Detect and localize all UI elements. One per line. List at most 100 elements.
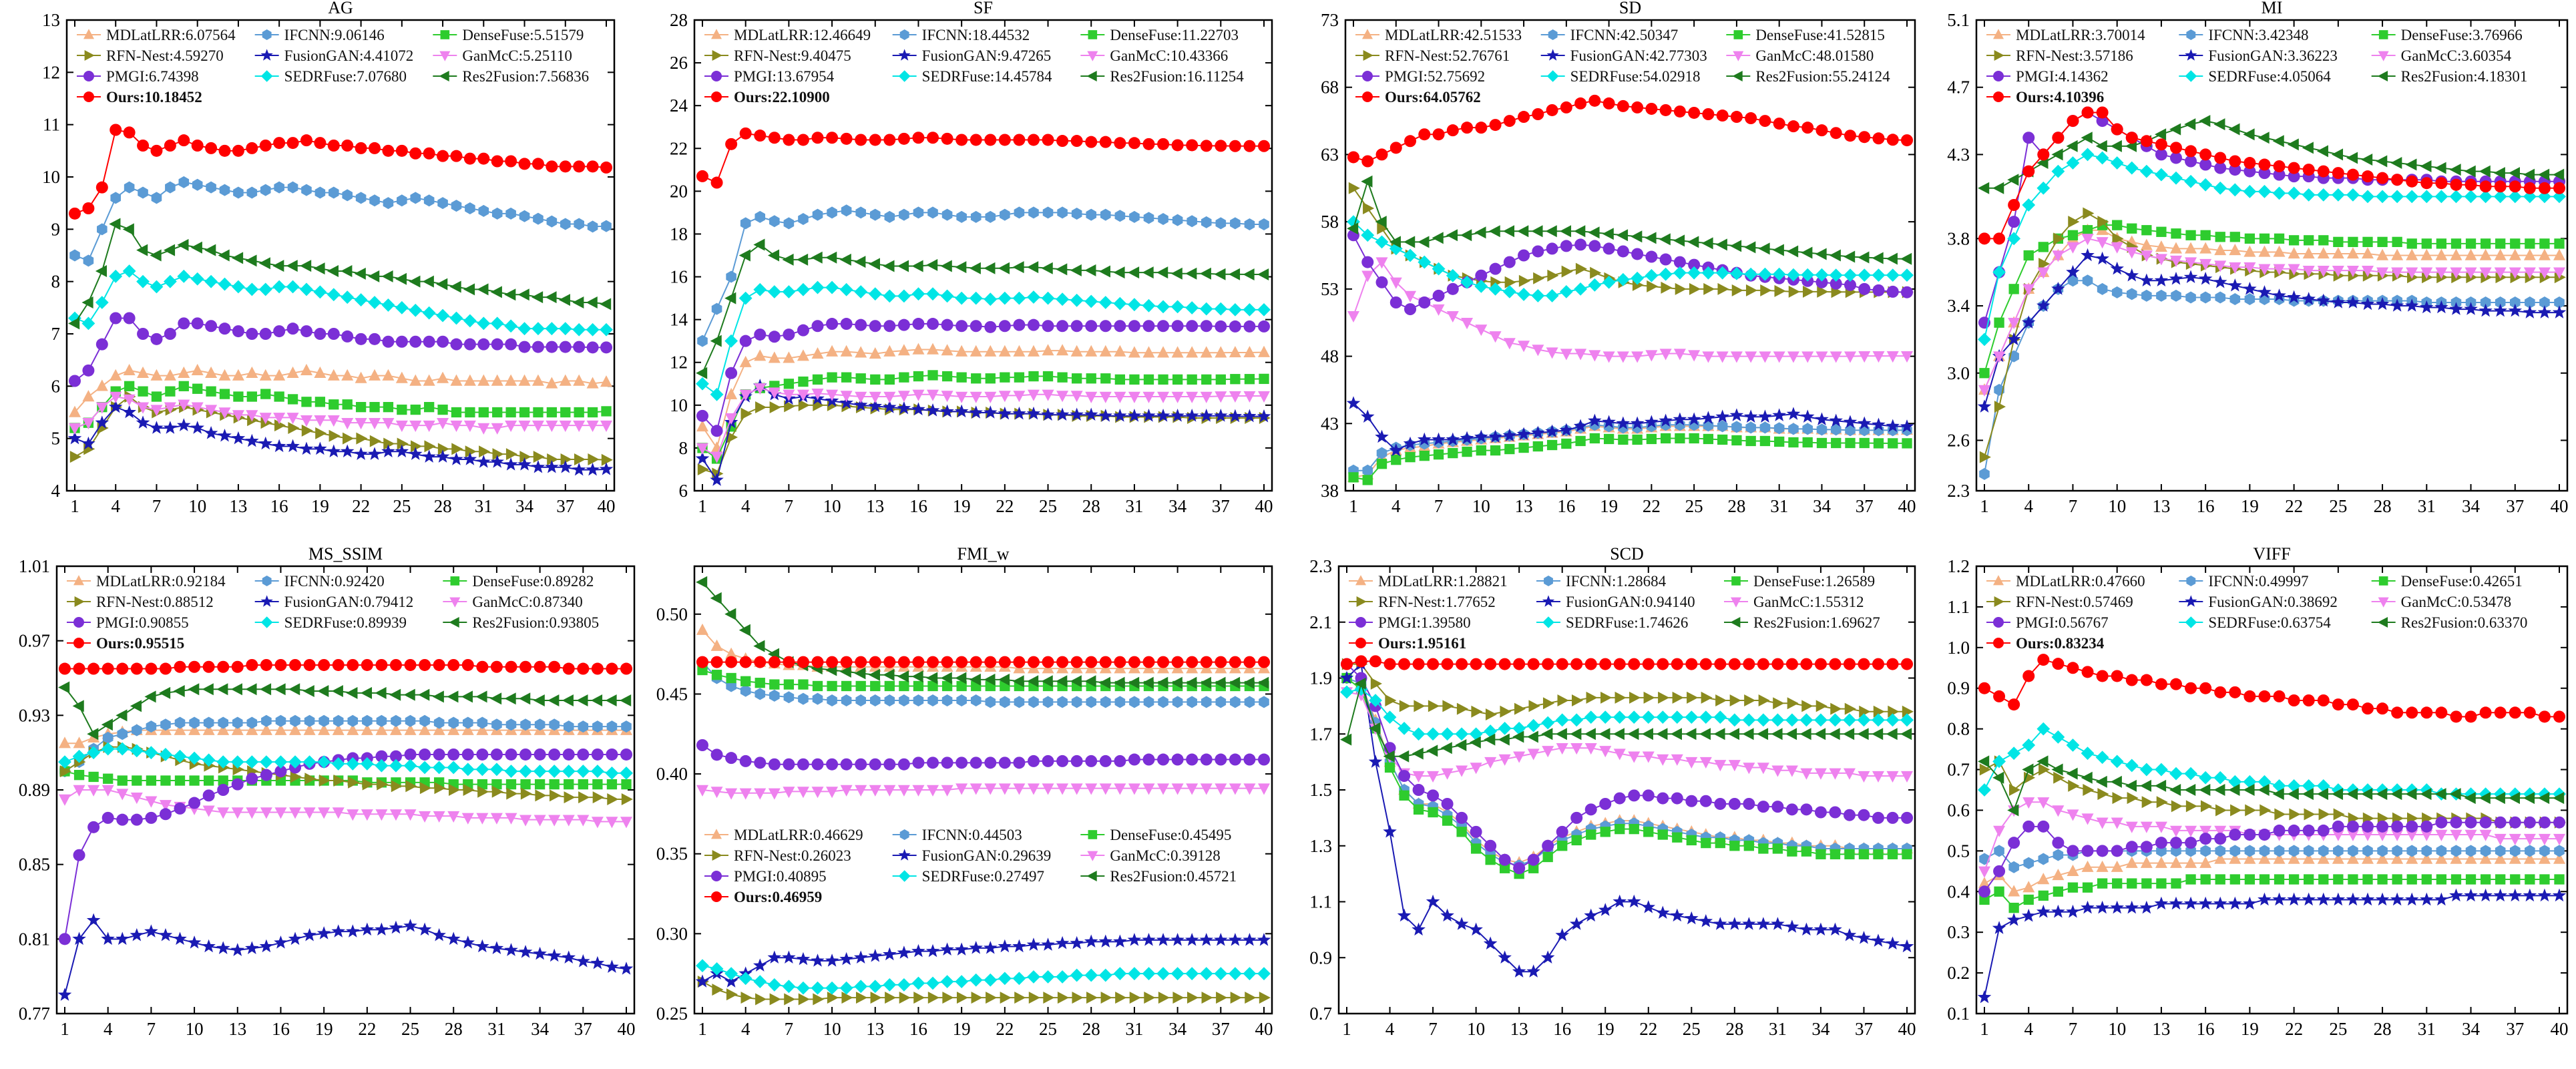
point-rfn-nest	[841, 992, 853, 1004]
point-ganmcc	[1787, 351, 1799, 363]
point-ours	[725, 138, 738, 150]
legend-item-sedrfuse: SEDRFuse:0.63754	[2179, 614, 2331, 631]
point-sedrfuse	[354, 293, 368, 306]
point-pmgi	[1142, 320, 1155, 333]
point-res2fusion	[2155, 779, 2167, 792]
point-ifcnn	[2318, 845, 2329, 857]
point-fusiongan	[158, 927, 173, 941]
point-ganmcc	[395, 420, 408, 432]
legend-label-sedrfuse: SEDRFuse:54.02918	[1570, 68, 1701, 85]
series-line-densefuse	[1353, 437, 1907, 481]
point-res2fusion	[1670, 728, 1682, 740]
point-rfn-nest	[1348, 182, 1360, 194]
point-rfn-nest	[784, 400, 796, 413]
point-ganmcc	[1070, 391, 1083, 403]
point-ifcnn	[301, 184, 312, 196]
point-ganmcc	[1757, 763, 1769, 775]
point-pmgi	[404, 748, 417, 761]
point-densefuse	[1672, 832, 1683, 843]
point-ganmcc	[341, 417, 354, 430]
point-ours	[1702, 108, 1715, 120]
point-ours	[1829, 658, 1842, 670]
point-pmgi	[1042, 320, 1054, 333]
point-densefuse	[2304, 235, 2314, 246]
point-pmgi	[754, 329, 767, 341]
point-sedrfuse	[245, 755, 259, 769]
series-ganmcc	[69, 391, 612, 435]
point-pmgi	[1398, 770, 1411, 783]
point-ganmcc	[955, 391, 968, 403]
point-densefuse	[1600, 827, 1611, 837]
point-sedrfuse	[955, 291, 969, 305]
point-ganmcc	[855, 785, 867, 797]
point-ifcnn	[2450, 845, 2462, 857]
point-densefuse	[2112, 878, 2123, 889]
point-ganmcc	[2553, 267, 2565, 279]
point-res2fusion	[2553, 792, 2565, 805]
point-densefuse	[971, 373, 982, 384]
point-mdlatlrr	[2317, 247, 2330, 259]
point-ours	[1613, 658, 1626, 670]
series-line-pmgi	[702, 744, 1264, 765]
point-ifcnn	[233, 186, 244, 199]
point-fusiongan	[1012, 939, 1026, 953]
x-tick-label: 37	[2506, 496, 2524, 516]
point-mdlatlrr	[811, 347, 824, 359]
point-res2fusion	[2213, 784, 2225, 796]
y-tick-label: 26	[670, 53, 688, 73]
point-densefuse	[1994, 317, 2004, 328]
point-sedrfuse	[1857, 713, 1871, 727]
point-ifcnn	[841, 204, 852, 217]
point-res2fusion	[1758, 242, 1770, 255]
legend-marker-sedrfuse	[2185, 70, 2197, 82]
point-pmgi	[1042, 755, 1054, 767]
point-sedrfuse	[897, 978, 911, 992]
point-ganmcc	[82, 417, 95, 430]
point-sedrfuse	[1098, 296, 1112, 309]
legend-label-rfn-nest: RFN-Nest:0.57469	[2016, 594, 2133, 610]
point-res2fusion	[1027, 261, 1039, 274]
point-fusiongan	[1673, 412, 1687, 425]
legend-item-ours: Ours:0.46959	[704, 889, 822, 905]
series-line-ours	[65, 664, 626, 670]
point-mdlatlrr	[2523, 248, 2536, 260]
point-sedrfuse	[724, 967, 738, 981]
point-rfn-nest	[397, 437, 409, 450]
point-res2fusion	[72, 700, 84, 712]
point-densefuse	[2510, 874, 2521, 885]
point-densefuse	[927, 680, 938, 692]
x-tick-label: 4	[1385, 1019, 1395, 1039]
point-ours	[2435, 177, 2448, 190]
point-ours	[970, 656, 982, 668]
point-pmgi	[1771, 801, 1784, 813]
point-ganmcc	[1570, 742, 1583, 755]
point-res2fusion	[1041, 675, 1053, 688]
point-ifcnn	[2539, 296, 2550, 308]
point-mdlatlrr	[2479, 248, 2492, 260]
point-rfn-nest	[1672, 691, 1684, 704]
point-ifcnn	[206, 181, 216, 194]
point-res2fusion	[2051, 763, 2063, 776]
legend-item-res2fusion: Res2Fusion:0.93805	[443, 614, 599, 631]
point-ours	[1258, 140, 1270, 152]
x-tick-label: 37	[1212, 1019, 1230, 1039]
point-fusiongan	[2493, 303, 2507, 317]
point-fusiongan	[2095, 251, 2109, 265]
x-tick-label: 40	[1255, 1019, 1273, 1039]
point-ganmcc	[2302, 265, 2315, 278]
point-ganmcc	[1584, 742, 1597, 755]
point-ifcnn	[314, 186, 326, 199]
point-pmgi	[130, 813, 143, 826]
point-sedrfuse	[327, 288, 341, 302]
point-pmgi	[1128, 753, 1140, 766]
point-res2fusion	[1432, 232, 1444, 244]
point-ours	[955, 656, 968, 668]
point-pmgi	[150, 333, 163, 345]
x-tick-label: 40	[1255, 496, 1273, 516]
point-sedrfuse	[375, 759, 389, 773]
legend-marker-pmgi	[1355, 617, 1366, 628]
point-ganmcc	[811, 388, 824, 401]
point-ours	[1215, 656, 1227, 668]
point-fusiongan	[360, 922, 375, 936]
x-tick-label: 19	[315, 1019, 333, 1039]
